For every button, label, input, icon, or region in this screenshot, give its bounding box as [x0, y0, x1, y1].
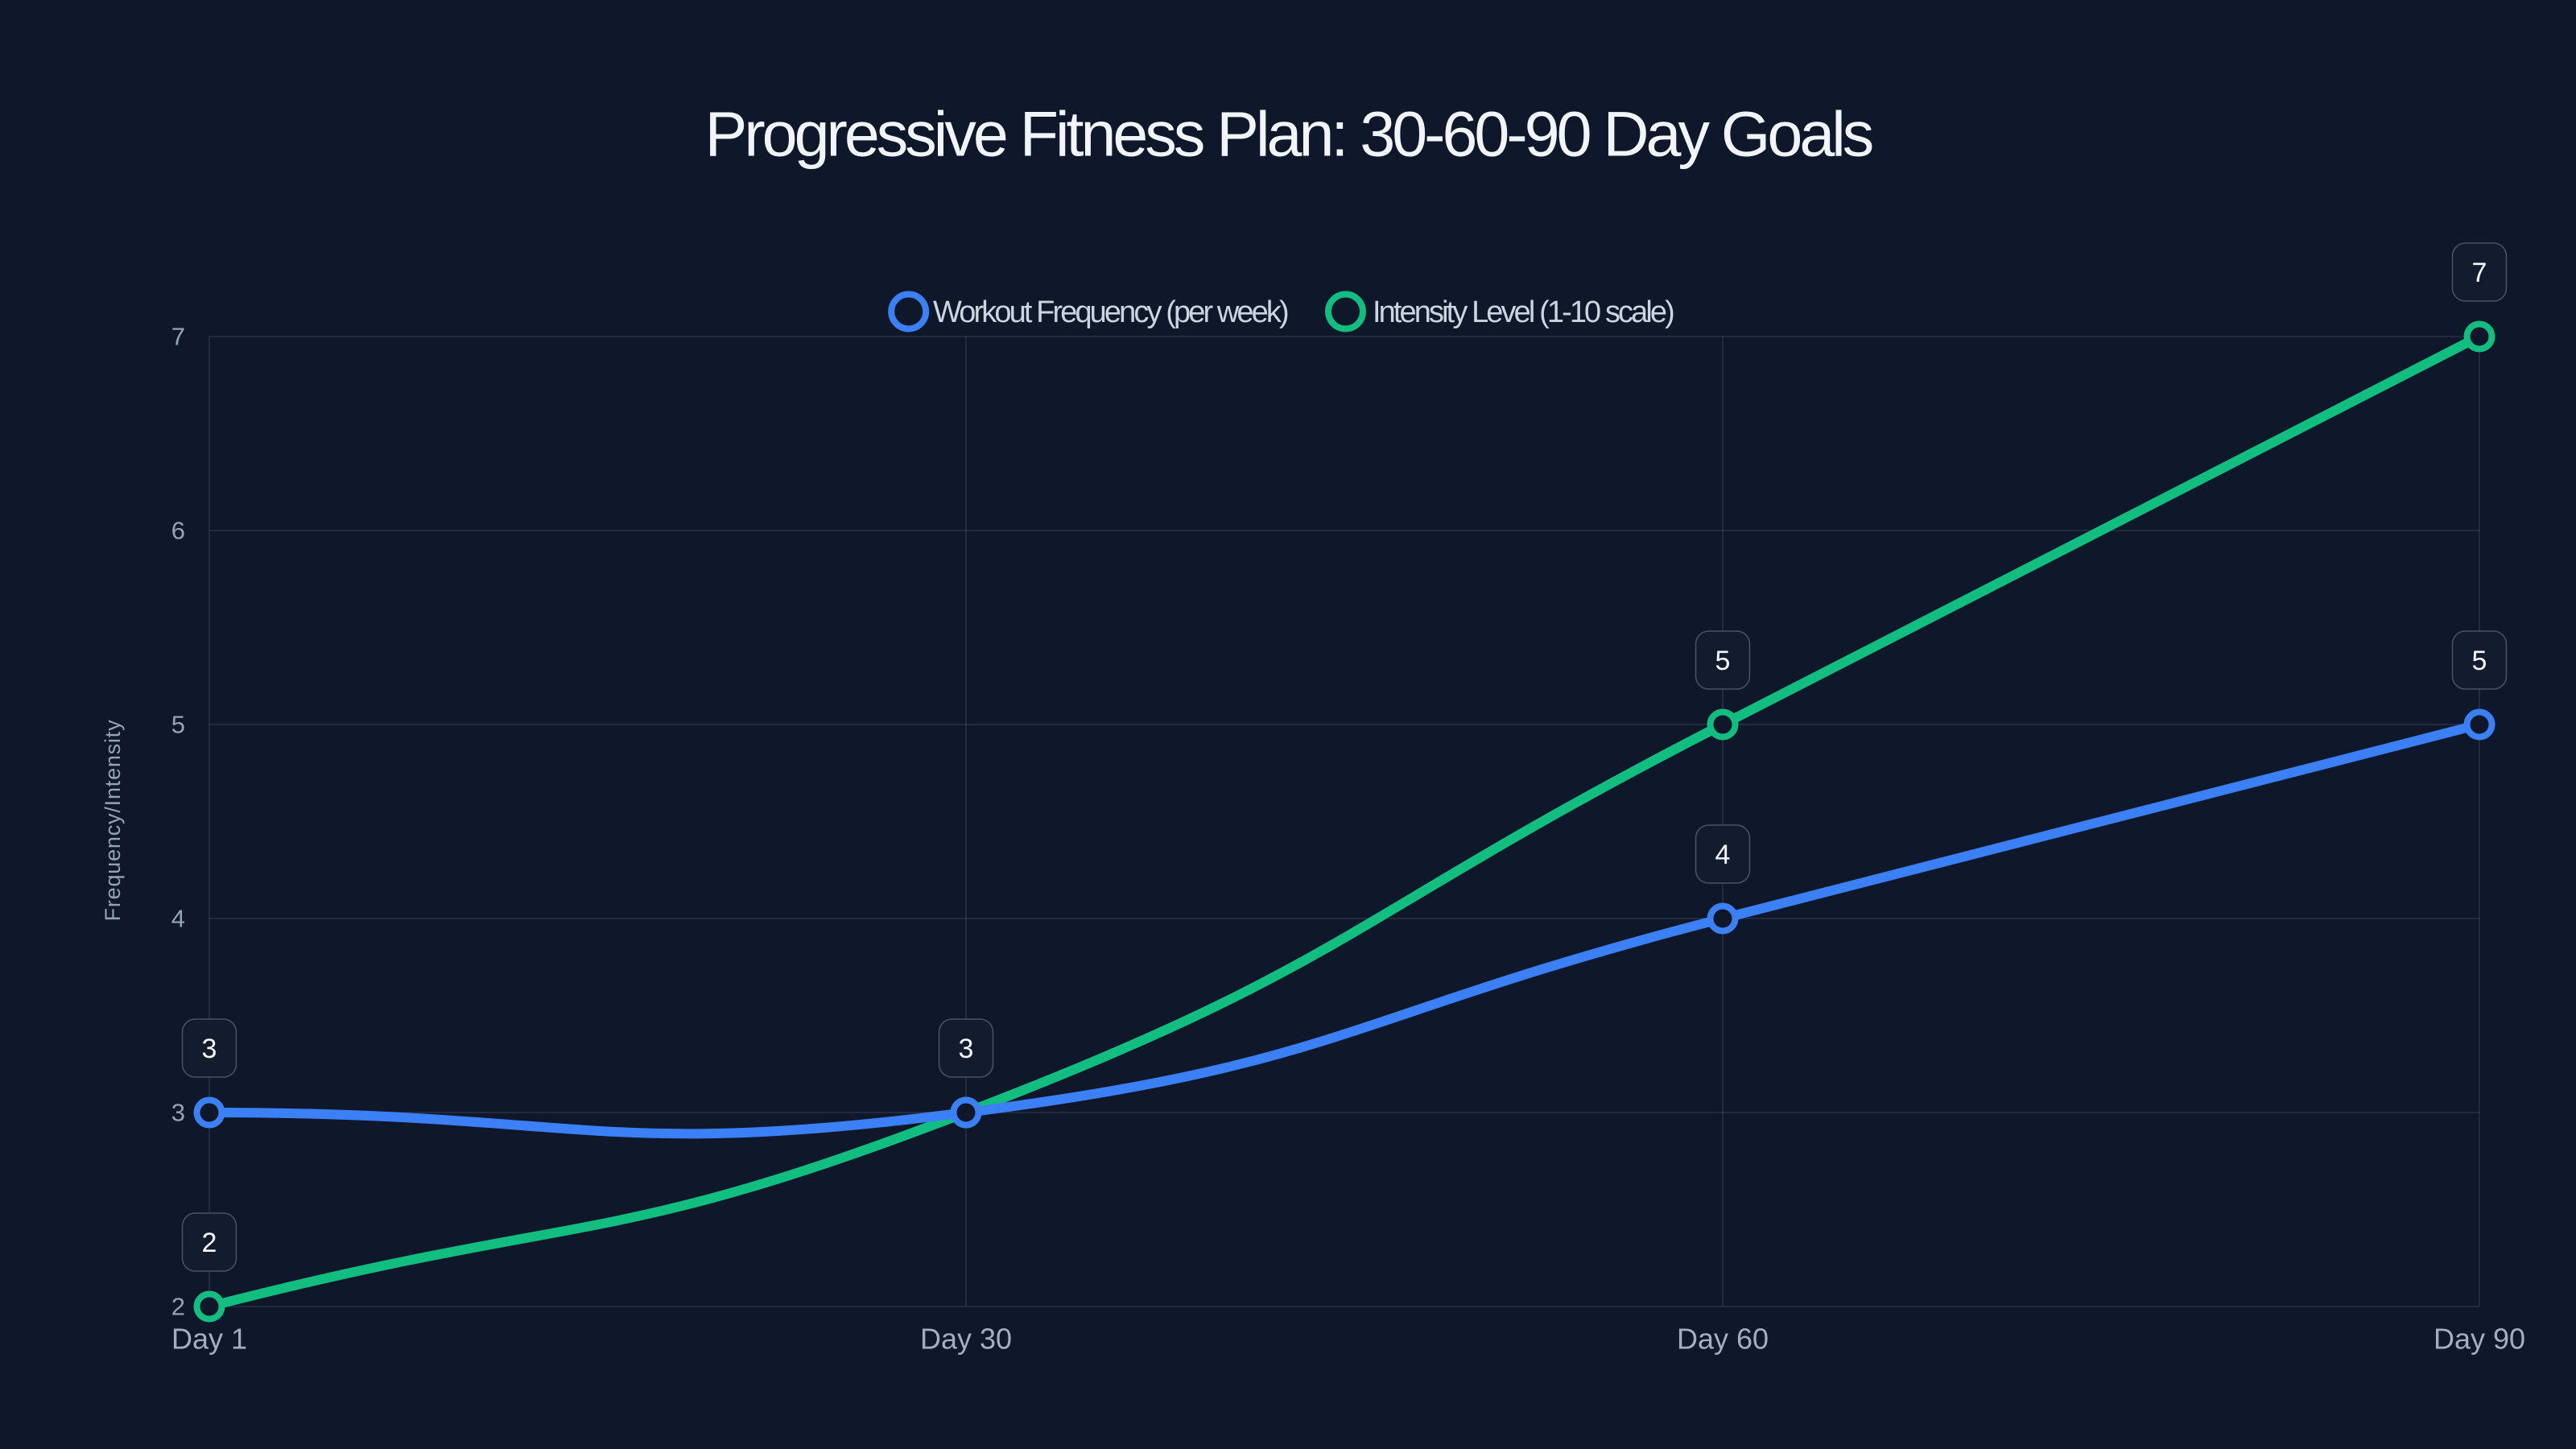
svg-text:Day 30: Day 30: [920, 1323, 1012, 1356]
svg-text:Day 60: Day 60: [1677, 1323, 1769, 1356]
svg-text:4: 4: [1715, 840, 1731, 870]
svg-text:5: 5: [171, 711, 185, 739]
svg-text:3: 3: [959, 1034, 974, 1064]
svg-text:6: 6: [171, 517, 185, 545]
svg-text:Frequency/Intensity: Frequency/Intensity: [101, 720, 125, 922]
svg-text:7: 7: [2472, 258, 2487, 288]
svg-text:5: 5: [1715, 646, 1731, 676]
svg-text:Workout Frequency (per week): Workout Frequency (per week): [933, 295, 1288, 329]
svg-text:Progressive Fitness Plan: 30-6: Progressive Fitness Plan: 30-60-90 Day G…: [705, 98, 1872, 170]
svg-text:2: 2: [202, 1228, 217, 1258]
svg-text:Day 1: Day 1: [171, 1323, 247, 1356]
svg-text:4: 4: [171, 905, 185, 933]
svg-text:Intensity Level (1-10 scale): Intensity Level (1-10 scale): [1373, 295, 1674, 329]
svg-text:7: 7: [171, 323, 185, 351]
svg-text:3: 3: [171, 1099, 185, 1127]
svg-text:2: 2: [171, 1293, 185, 1321]
svg-text:Day 90: Day 90: [2434, 1323, 2525, 1356]
svg-text:3: 3: [202, 1034, 217, 1064]
svg-text:5: 5: [2472, 646, 2487, 676]
